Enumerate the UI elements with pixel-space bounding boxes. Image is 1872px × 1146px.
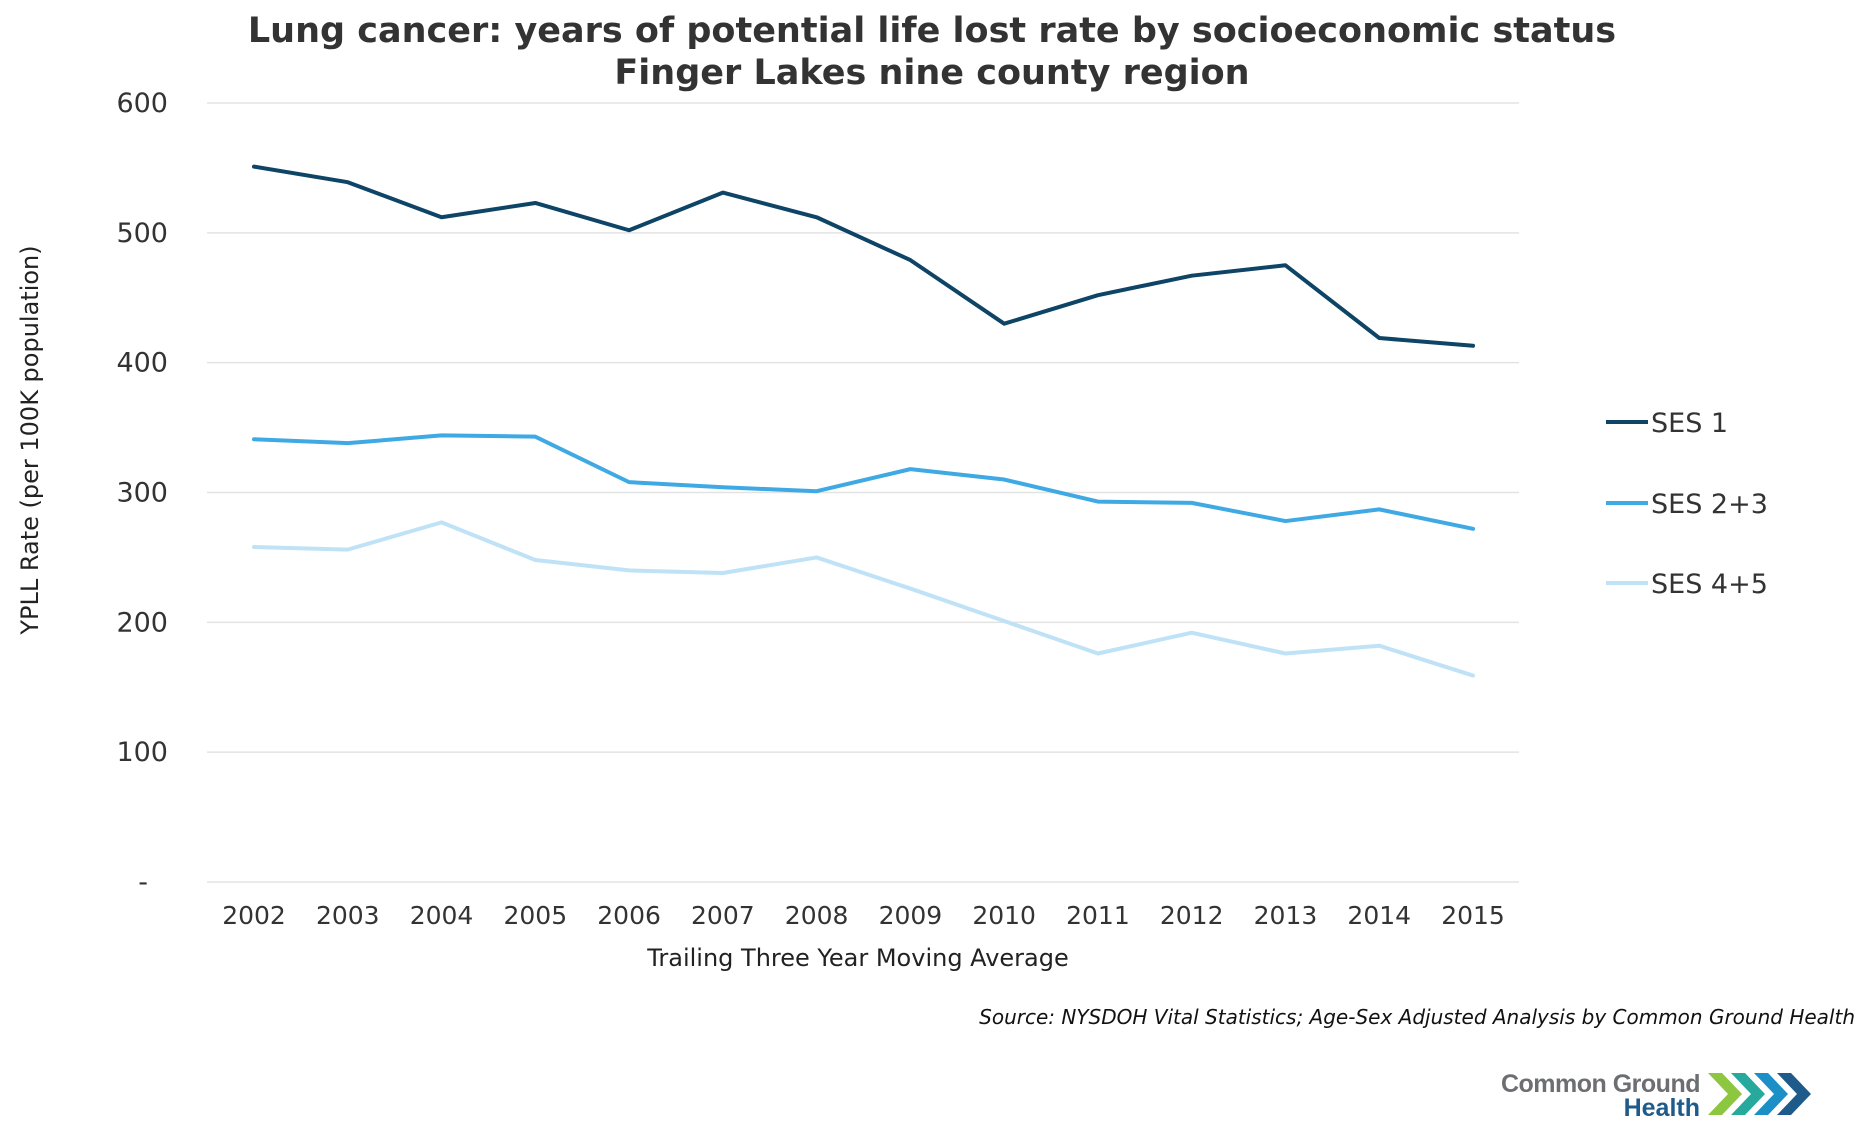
y-axis-label: YPLL Rate (per 100K population) [16,245,44,635]
x-tick-label: 2005 [503,901,567,930]
legend-item: SES 4+5 [1606,569,1768,600]
source-note: Source: NYSDOH Vital Statistics; Age-Sex… [979,1005,1855,1029]
series-ses-1 [252,164,1476,348]
y-tick-label: 100 [116,737,168,768]
common-ground-health-logo: Common Ground Health [1501,1070,1811,1122]
x-tick-label: 2004 [410,901,474,930]
x-tick-label: 2006 [597,901,661,930]
chevron-icon [1708,1073,1742,1115]
gridlines [207,102,1519,883]
x-axis-label: Trailing Three Year Moving Average [646,944,1069,972]
series-line [252,433,1476,531]
x-tick-label: 2013 [1254,901,1318,930]
chevron-icon [1731,1073,1765,1115]
y-tick-label: 200 [116,607,168,638]
x-tick-label: 2002 [222,901,286,930]
chart-title: Lung cancer: years of potential life los… [248,11,1616,51]
y-tick-label: 500 [116,218,168,249]
x-tick-label: 2012 [1160,901,1224,930]
legend-label: SES 2+3 [1651,489,1768,520]
logo-text-line1: Common Ground [1501,1070,1700,1098]
x-tick-label: 2007 [691,901,755,930]
legend-item: SES 1 [1606,408,1728,439]
y-axis-ticks: - 100 200 300 400 500 600 [116,88,168,898]
series-ses-2-3 [252,433,1476,531]
x-tick-label: 2010 [972,901,1036,930]
legend-item: SES 2+3 [1606,489,1768,520]
y-tick-label: 600 [116,88,168,119]
x-tick-label: 2008 [785,901,849,930]
logo-text-line2: Health [1624,1094,1700,1122]
y-tick-label: 300 [116,478,168,509]
series-ses-4-5 [252,520,1476,678]
x-tick-label: 2003 [316,901,380,930]
chart-subtitle: Finger Lakes nine county region [614,53,1249,93]
legend: SES 1 SES 2+3 SES 4+5 [1606,408,1768,600]
y-tick-label: - [138,867,148,898]
x-axis-ticks: 2002 2003 2004 2005 2006 2007 2008 2009 2010 2011… [222,901,1505,930]
x-tick-label: 2009 [879,901,943,930]
series-line [252,164,1476,348]
x-tick-label: 2015 [1441,901,1505,930]
chevron-icon [1777,1073,1811,1115]
chevron-icon [1754,1073,1788,1115]
chevron-arrows-icon [1708,1073,1811,1115]
x-tick-label: 2011 [1066,901,1130,930]
x-tick-label: 2014 [1347,901,1411,930]
y-tick-label: 400 [116,348,168,379]
legend-label: SES 1 [1651,408,1728,439]
series-line [252,520,1476,678]
legend-label: SES 4+5 [1651,569,1768,600]
series-lines [252,164,1476,678]
